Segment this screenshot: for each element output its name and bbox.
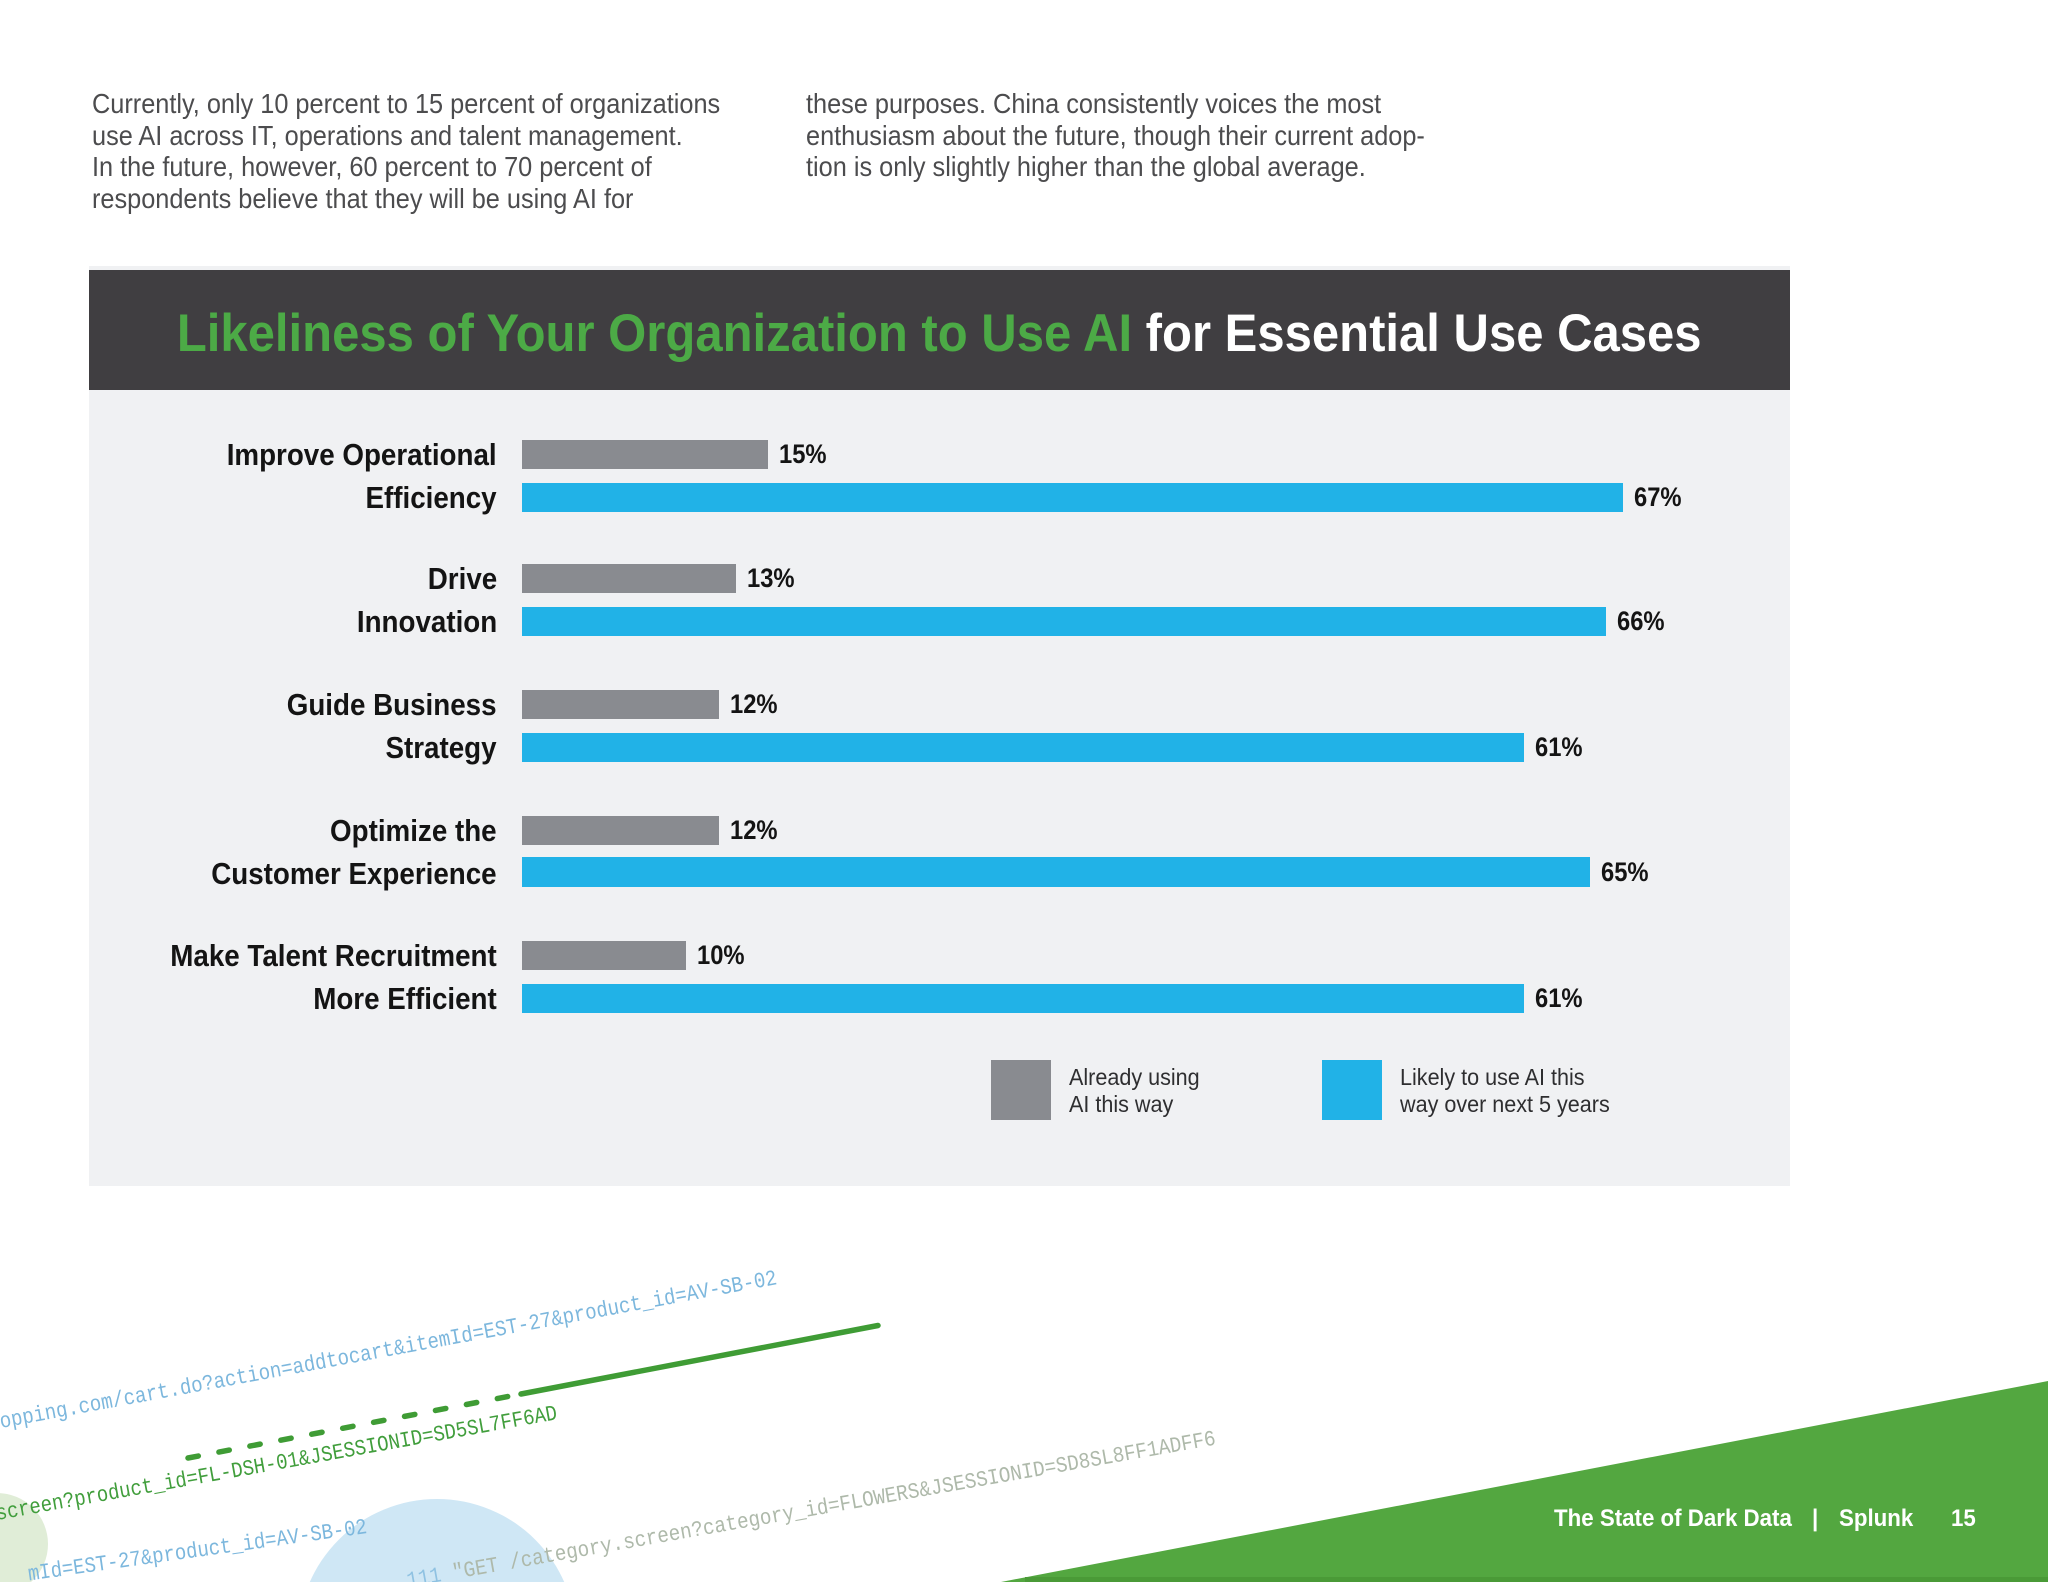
svg-text:111 "GET /category.screen?cate: 111 "GET /category.screen?category_id=FL… xyxy=(405,1427,1218,1582)
svg-text:opping.com/cart.do?action=addt: opping.com/cart.do?action=addtocart&item… xyxy=(0,1266,779,1435)
